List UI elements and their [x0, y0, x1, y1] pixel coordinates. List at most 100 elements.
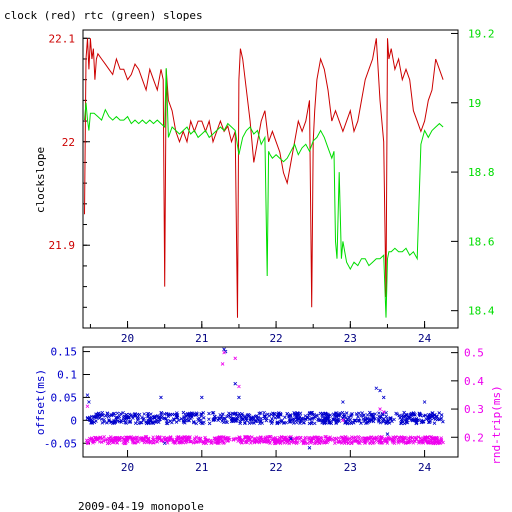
- offset-point: [349, 413, 354, 417]
- offset-point: [181, 410, 186, 415]
- offset-point: [291, 421, 296, 425]
- offset-point: [90, 419, 94, 424]
- rndtrip-point: [252, 440, 257, 445]
- offset-point: [324, 416, 329, 421]
- rndtrip-point: [305, 441, 310, 446]
- top-y-label: clockslope: [34, 147, 47, 213]
- rndtrip-point: [301, 441, 306, 446]
- offset-outlier: [378, 388, 382, 393]
- rndtrip-point: [371, 438, 375, 442]
- rndtrip-point: [328, 438, 333, 442]
- offset-point: [177, 418, 181, 423]
- bottom-right-axis: 0.5 0.4 0.3 0.2: [451, 347, 484, 444]
- bottom-plot-frame: [82, 346, 459, 458]
- rndtrip-point: [175, 435, 179, 440]
- rndtrip-point: [133, 440, 138, 445]
- offset-point: [361, 417, 365, 421]
- offset-point: [332, 417, 337, 422]
- offset-point: [310, 416, 315, 421]
- offset-point: [200, 421, 204, 425]
- offset-point: [210, 411, 215, 415]
- offset-point: [385, 417, 390, 421]
- offset-point: [320, 411, 325, 416]
- offset-point: [118, 412, 123, 416]
- offset-point: [182, 416, 187, 420]
- offset-point: [146, 421, 151, 426]
- rndtrip-point: [353, 439, 357, 443]
- offset-point: [239, 415, 243, 420]
- rndtrip-point: [276, 437, 280, 442]
- offset-point: [162, 412, 167, 416]
- rndtrip-point: [406, 436, 411, 440]
- y-right-tick-label: 19.2: [468, 27, 495, 40]
- rndtrip-point: [417, 441, 421, 445]
- offset-point: [380, 412, 385, 416]
- rndtrip-point: [292, 436, 297, 441]
- rndtrip-point: [92, 439, 97, 444]
- offset-point: [316, 417, 321, 422]
- rndtrip-point: [336, 436, 341, 440]
- rndtrip-point: [132, 441, 136, 445]
- y-right-tick-label: 19: [468, 97, 481, 110]
- rndtrip-tick-label: 0.5: [464, 347, 484, 360]
- offset-point: [381, 419, 385, 423]
- rndtrip-point: [323, 434, 327, 439]
- offset-outlier: [200, 395, 204, 400]
- rndtrip-point: [141, 436, 146, 440]
- offset-outlier: [289, 436, 293, 441]
- bottom-x-tick-label: 20: [121, 461, 134, 474]
- offset-point: [328, 420, 333, 425]
- offset-point: [119, 418, 124, 423]
- offset-point: [268, 419, 273, 423]
- offset-point: [257, 411, 262, 416]
- offset-point: [365, 413, 370, 417]
- offset-point: [202, 420, 206, 425]
- bottom-left-axis: 0.15 0.1 0.05 0 -0.05: [44, 346, 90, 450]
- offset-point: [187, 411, 192, 416]
- rndtrip-tick-label: 0.4: [464, 375, 484, 388]
- top-plot-frame: [82, 29, 459, 329]
- offset-point: [416, 418, 421, 422]
- offset-point: [102, 417, 106, 422]
- offset-point: [389, 416, 393, 420]
- offset-point: [272, 411, 277, 416]
- rndtrip-point: [116, 437, 121, 441]
- offset-point: [251, 417, 256, 422]
- rndtrip-point: [155, 439, 159, 444]
- offset-point: [323, 420, 328, 425]
- offset-point: [92, 420, 97, 425]
- offset-point: [164, 421, 169, 426]
- rndtrip-point: [363, 440, 367, 445]
- offset-point: [151, 420, 155, 424]
- offset-point: [149, 417, 153, 421]
- x-tick-label: 22: [269, 332, 282, 345]
- rndtrip-point: [388, 437, 392, 441]
- rndtrip-point: [178, 440, 182, 444]
- offset-point: [139, 420, 144, 425]
- offset-point: [421, 414, 426, 418]
- offset-point: [132, 414, 136, 418]
- offset-point: [441, 419, 445, 424]
- offset-point: [222, 416, 226, 420]
- offset-point: [238, 419, 243, 424]
- rndtrip-point: [189, 439, 193, 444]
- bottom-x-tick-label: 21: [195, 461, 208, 474]
- rndtrip-point: [280, 439, 284, 444]
- rndtrip-point: [367, 437, 372, 442]
- bottom-x-tick-label: 24: [418, 461, 432, 474]
- offset-point: [402, 421, 407, 426]
- rndtrip-point: [157, 437, 162, 441]
- rndtrip-point: [398, 438, 403, 443]
- offset-point: [278, 411, 282, 416]
- offset-point: [392, 417, 396, 422]
- offset-point: [211, 410, 216, 415]
- offset-point: [282, 420, 286, 425]
- offset-point: [92, 415, 96, 419]
- offset-point: [135, 415, 140, 420]
- rndtrip-point: [289, 440, 294, 445]
- rndtrip-point: [152, 440, 156, 445]
- rndtrip-point: [350, 435, 354, 439]
- rndtrip-outlier: [233, 356, 238, 361]
- rndtrip-point: [408, 435, 413, 439]
- offset-point: [165, 421, 170, 426]
